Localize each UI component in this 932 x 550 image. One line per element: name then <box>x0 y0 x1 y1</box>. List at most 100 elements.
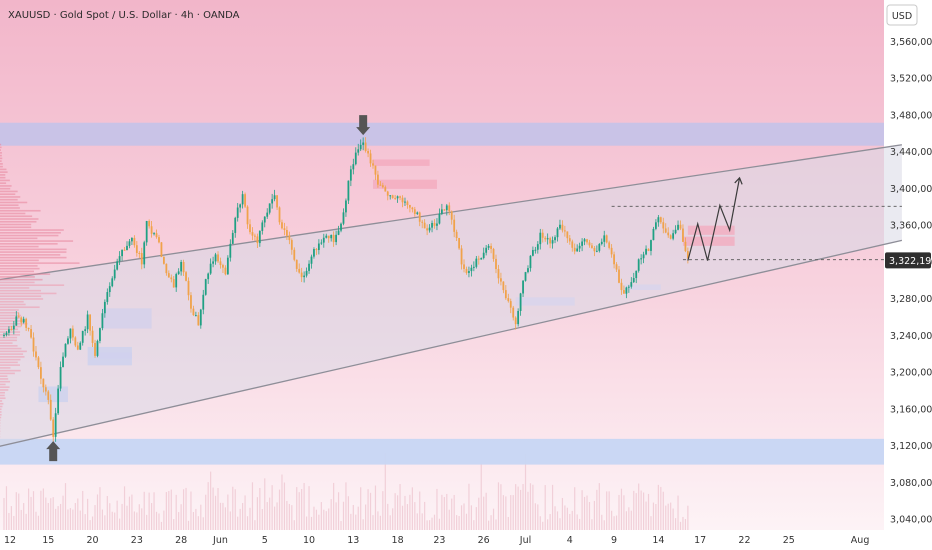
candle <box>308 260 310 274</box>
volume-bar <box>456 515 458 530</box>
candle-body <box>433 222 436 226</box>
volume-bar <box>190 491 192 530</box>
volume-bar <box>251 482 254 530</box>
volume-bar <box>271 485 273 530</box>
candle-body <box>470 267 473 272</box>
candle-body <box>573 247 576 252</box>
candle <box>298 263 301 274</box>
volume-bar <box>488 520 490 530</box>
candle <box>364 137 367 153</box>
volume-profile-bar <box>0 369 21 372</box>
candle-body <box>15 316 18 326</box>
candle <box>524 271 527 282</box>
volume-bar <box>581 490 583 530</box>
orderblock-layer <box>38 159 735 403</box>
y-tick-label: 3,440,000 <box>890 147 932 158</box>
volume-bar <box>242 503 244 530</box>
candle-body <box>438 213 441 224</box>
volume-bar <box>136 512 138 530</box>
candle <box>202 289 205 315</box>
candle-body <box>261 222 264 231</box>
volume-bar <box>320 502 322 530</box>
volume-bar <box>133 511 135 530</box>
candle-body <box>54 413 57 437</box>
currency-label[interactable]: USD <box>892 11 912 22</box>
volume-profile-bar <box>0 182 7 184</box>
candle-body <box>150 226 153 234</box>
candle-body <box>492 248 495 259</box>
volume-bar <box>104 515 106 530</box>
volume-profile-bar <box>0 165 3 168</box>
candle <box>652 226 655 241</box>
candle <box>317 239 320 255</box>
volume-bar <box>397 495 399 530</box>
volume-bar <box>660 486 662 530</box>
candle <box>362 137 365 151</box>
candle-body <box>613 254 615 265</box>
candle-body <box>143 242 146 265</box>
candle-body <box>163 256 165 264</box>
candle <box>367 148 369 158</box>
candle <box>559 219 561 230</box>
candle-body <box>608 242 611 248</box>
volume-bar <box>101 509 103 530</box>
volume-bar <box>138 504 140 530</box>
volume-bar <box>15 492 17 530</box>
volume-bar <box>42 488 44 530</box>
candle <box>128 239 131 249</box>
candle <box>588 239 591 248</box>
candle-body <box>27 327 30 330</box>
volume-bar <box>556 511 559 530</box>
volume-bar <box>559 518 561 530</box>
candle-body <box>172 279 175 288</box>
volume-bar <box>524 454 527 530</box>
candle <box>286 226 288 240</box>
candle-body <box>180 262 183 272</box>
volume-bar <box>411 487 413 530</box>
candle <box>335 230 337 246</box>
volume-profile-bar <box>0 325 22 328</box>
volume-bar <box>480 463 482 530</box>
volume-profile-bar <box>0 353 24 355</box>
volume-bar <box>325 511 327 530</box>
y-tick-label: 3,120,000 <box>890 441 932 452</box>
candle-body <box>266 212 269 217</box>
candle-body <box>559 224 561 229</box>
candle <box>111 276 114 288</box>
volume-bar <box>170 489 172 530</box>
x-tick-label: Jul <box>519 535 531 546</box>
orderblock-box <box>687 225 735 235</box>
volume-bar <box>25 513 27 530</box>
candle-body <box>37 357 40 368</box>
candle <box>674 225 677 235</box>
candle-body <box>367 150 369 154</box>
candle <box>642 251 645 264</box>
volume-bar <box>264 478 266 530</box>
candle-body <box>384 187 387 192</box>
orderblock-box <box>515 297 575 306</box>
candle-body <box>411 207 414 210</box>
candle-body <box>217 254 219 262</box>
volume-profile-bar <box>0 204 19 207</box>
candle <box>22 316 25 324</box>
candle <box>682 224 684 242</box>
candle <box>3 332 5 338</box>
candle-body <box>271 199 274 204</box>
volume-profile-bar <box>0 320 26 322</box>
candle <box>170 274 173 283</box>
candle-body <box>244 194 246 207</box>
candle <box>384 185 387 192</box>
candle <box>258 230 261 247</box>
candle-body <box>426 228 429 231</box>
volume-bar <box>601 514 603 530</box>
volume-bar <box>628 507 630 530</box>
candle <box>677 220 679 231</box>
candle <box>421 219 424 229</box>
candle-body <box>101 313 104 329</box>
candle <box>372 159 374 169</box>
volume-bar <box>224 507 226 530</box>
candle <box>44 384 47 396</box>
volume-bar <box>59 503 62 530</box>
candle <box>554 235 556 244</box>
currency-button[interactable] <box>886 4 918 26</box>
